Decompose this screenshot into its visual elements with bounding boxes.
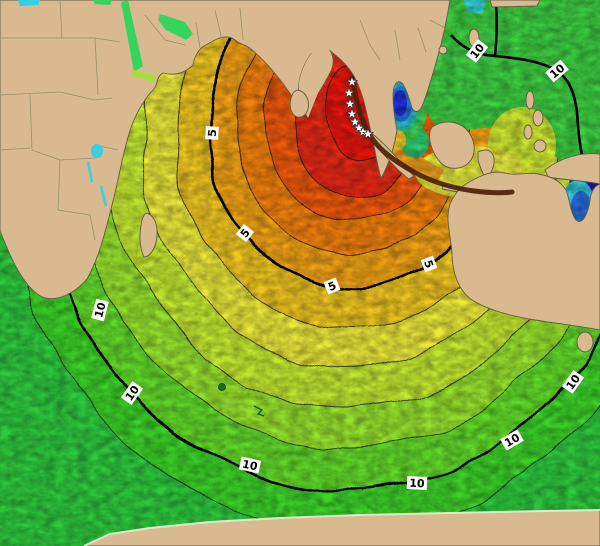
tasmania	[576, 331, 594, 353]
mindanao	[533, 139, 547, 153]
contour-label-10h: 10	[91, 298, 109, 322]
southern-islands	[218, 383, 265, 417]
south-china-coast-strip	[489, 0, 541, 8]
inland-waters	[18, 0, 193, 207]
contour-label-5h: 5	[420, 255, 438, 273]
luzon	[525, 90, 535, 110]
contour-label-text: 10	[409, 477, 425, 491]
new-guinea	[544, 153, 600, 185]
contour-label-text: 5	[421, 258, 436, 270]
lake-tanganyika	[86, 161, 94, 183]
madagascar	[139, 212, 158, 258]
contour-label-text: 10	[241, 458, 259, 474]
hainan	[438, 45, 448, 55]
contour-label-5h: 5	[205, 126, 219, 140]
contour-label-text: 5	[326, 279, 338, 294]
philippine-island-3	[523, 124, 533, 140]
persian-gulf	[158, 14, 193, 40]
red-sea	[121, 0, 143, 72]
contour-label-5h: 5	[235, 223, 255, 243]
lake-malawi	[99, 185, 108, 207]
caspian-sea	[93, 0, 112, 5]
antarctic-coast-fringe	[83, 509, 600, 546]
sri-lanka	[289, 89, 309, 118]
contour-label-10h: 10	[406, 475, 428, 491]
contour-label-10h: 10	[238, 456, 262, 474]
lake-victoria	[91, 144, 103, 158]
australia	[447, 171, 600, 331]
contour-labels: 5 5 5 5 10 10 10 10 10 10	[91, 39, 585, 491]
contour-label-text: 5	[206, 129, 219, 137]
contour-label-text: 10	[92, 301, 109, 319]
kerguelen-island	[218, 383, 226, 391]
heard-island	[253, 405, 265, 417]
sulawesi	[477, 149, 495, 179]
philippine-island-2	[532, 109, 544, 127]
mediterranean-sea	[18, 0, 40, 6]
sunda-trench	[349, 75, 515, 196]
contour-label-5h: 5	[323, 277, 341, 295]
borneo	[429, 121, 475, 169]
gulf-of-aden	[132, 70, 156, 82]
country-borders	[0, 0, 446, 241]
